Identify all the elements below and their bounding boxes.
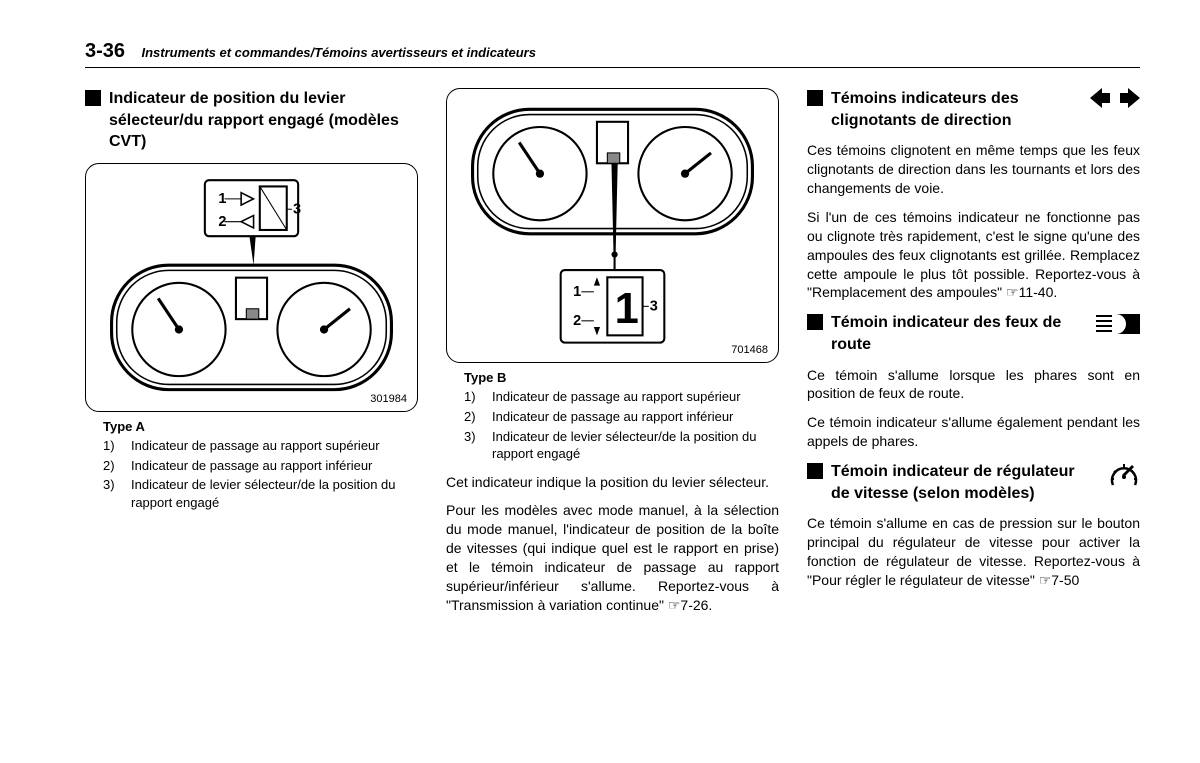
legend-item: 1)Indicateur de passage au rapport supér… — [464, 388, 779, 406]
figure-number: 701468 — [731, 343, 768, 358]
page-header: 3-36 Instruments et commandes/Témoins av… — [85, 40, 1140, 68]
figure-type-b: 1 2 1 3 701468 — [446, 88, 779, 363]
section-title: Témoin indicateur de régulateur de vites… — [831, 461, 1096, 504]
paragraph: Ce témoin s'allume lorsque les phares so… — [807, 366, 1140, 404]
section-head-turn: Témoins indicateurs des clignotants de d… — [807, 88, 1140, 131]
gauge-cluster-illustration-a: 1 2 3 — [96, 174, 407, 402]
bullet-square-icon — [85, 90, 101, 106]
section-title: Témoin indicateur des feux de route — [831, 312, 1084, 355]
column-1: Indicateur de position du levier sélecte… — [85, 88, 418, 625]
column-3: Témoins indicateurs des clignotants de d… — [807, 88, 1140, 625]
section-title: Témoins indicateurs des clignotants de d… — [831, 88, 1078, 131]
paragraph: Si l'un de ces témoins indicateur ne fon… — [807, 208, 1140, 302]
gauge-cluster-illustration-b: 1 2 1 3 — [457, 99, 768, 353]
figure-number: 301984 — [370, 392, 407, 407]
section-head-cruise: Témoin indicateur de régulateur de vites… — [807, 461, 1140, 504]
type-b-label: Type B — [464, 369, 779, 387]
cruise-control-icon — [1108, 461, 1140, 491]
svg-text:1: 1 — [615, 285, 639, 333]
bullet-square-icon — [807, 463, 823, 479]
figure-type-a: 1 2 3 — [85, 163, 418, 412]
type-a-label: Type A — [103, 418, 418, 436]
legend-a: 1)Indicateur de passage au rapport supér… — [85, 437, 418, 511]
page-number: 3-36 — [85, 40, 125, 62]
content-columns: Indicateur de position du levier sélecte… — [85, 88, 1140, 625]
legend-item: 3)Indicateur de levier sélecteur/de la p… — [464, 428, 779, 463]
svg-text:3: 3 — [650, 298, 658, 314]
svg-text:1: 1 — [573, 284, 581, 300]
legend-item: 2)Indicateur de passage au rapport infér… — [103, 457, 418, 475]
paragraph: Ce témoin indicateur s'allume également … — [807, 413, 1140, 451]
paragraph: Cet indicateur indique la position du le… — [446, 473, 779, 492]
legend-item: 1)Indicateur de passage au rapport supér… — [103, 437, 418, 455]
legend-item: 2)Indicateur de passage au rapport infér… — [464, 408, 779, 426]
section-head-highbeam: Témoin indicateur des feux de route — [807, 312, 1140, 355]
bullet-square-icon — [807, 90, 823, 106]
breadcrumb: Instruments et commandes/Témoins avertis… — [141, 45, 535, 60]
paragraph: Ces témoins clignotent en même temps que… — [807, 141, 1140, 198]
bullet-square-icon — [807, 314, 823, 330]
section-title: Indicateur de position du levier sélecte… — [109, 88, 418, 153]
high-beam-icon — [1096, 312, 1140, 336]
paragraph: Pour les modèles avec mode manuel, à la … — [446, 501, 779, 614]
turn-signal-icon — [1090, 88, 1140, 108]
paragraph: Ce témoin s'allume en cas de pression su… — [807, 514, 1140, 590]
section-head-selector: Indicateur de position du levier sélecte… — [85, 88, 418, 153]
legend-item: 3)Indicateur de levier sélecteur/de la p… — [103, 476, 418, 511]
column-2: 1 2 1 3 701468 Type B 1)Indicateur de pa… — [446, 88, 779, 625]
svg-text:2: 2 — [573, 313, 581, 329]
legend-b: 1)Indicateur de passage au rapport supér… — [446, 388, 779, 462]
svg-text:3: 3 — [293, 201, 301, 217]
